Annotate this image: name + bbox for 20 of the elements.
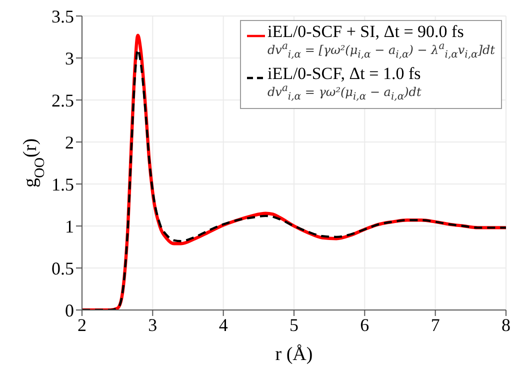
y-tick-label: 0	[65, 300, 74, 320]
x-axis-title: r (Å)	[275, 344, 313, 365]
x-tick-label: 5	[290, 314, 298, 335]
y-tick-label: 1.5	[52, 174, 74, 194]
y-tick-label: 2.5	[52, 90, 74, 110]
legend-label: iEL/0-SCF, Δt = 1.0 fs	[267, 64, 422, 83]
y-tick-label: 3.5	[52, 6, 74, 26]
y-tick-label: 3	[65, 48, 74, 68]
x-tick-label: 8	[502, 314, 510, 335]
x-tick-label: 6	[360, 314, 370, 335]
legend-label: iEL/0-SCF + SI, Δt = 90.0 fs	[267, 22, 465, 41]
y-tick-label: 0.5	[52, 258, 74, 278]
x-tick-label: 3	[148, 314, 158, 335]
y-tick-label: 1	[65, 216, 74, 236]
x-tick-label: 4	[218, 314, 228, 335]
annotation: dv$^{a}$$_{i,α}$ = γω²(μ$_{i,α}$ − a$_{i,α}$)dt	[267, 82, 422, 102]
y-tick-label: 2	[65, 132, 74, 152]
x-tick-label: 2	[78, 314, 86, 335]
text: dv$^{a}$$_{i,α}$ = [γω²(μ$_{i,α}$ − a$_{i,α}$) − λ$^{a}$$_{i,α}$v$_{i,α}$]dt	[267, 40, 495, 60]
x-tick-label: 7	[430, 314, 440, 335]
